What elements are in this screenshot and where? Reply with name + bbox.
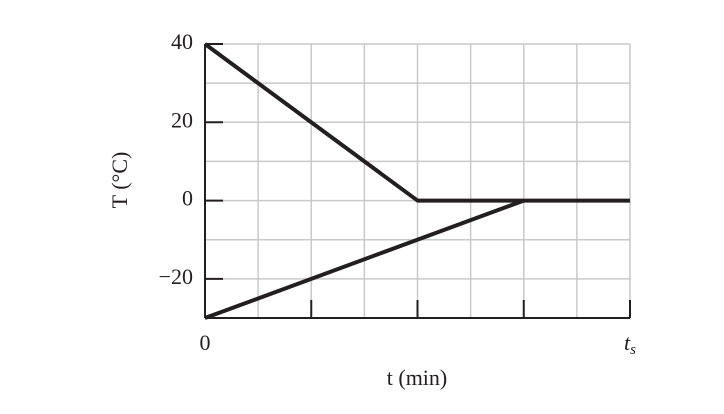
y-tick-label: 20: [171, 107, 193, 132]
data-line: [204, 198, 525, 320]
x-tick-label-main: t: [624, 330, 631, 355]
y-tick-label: 40: [171, 29, 193, 54]
y-tick-label: −20: [159, 264, 193, 289]
x-tick-label: ts: [624, 330, 636, 358]
data-line: [203, 42, 630, 203]
x-tick-label-sub: s: [630, 342, 636, 358]
y-tick-label: 0: [182, 186, 193, 211]
x-tick-label: 0: [200, 330, 211, 355]
y-axis-title: T (°C): [107, 152, 132, 209]
x-axis-title: t (min): [387, 365, 448, 390]
